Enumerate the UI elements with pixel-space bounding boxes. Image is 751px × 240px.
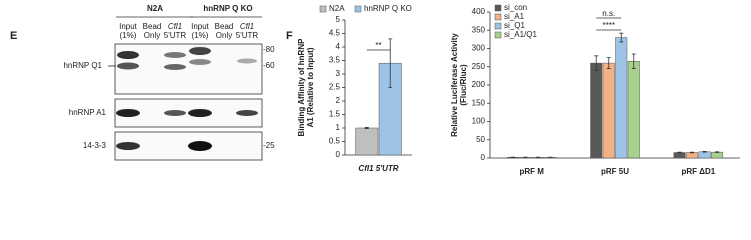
error-bar <box>631 53 636 69</box>
y-tick-label: 200 <box>472 80 486 89</box>
legend-swatch <box>494 22 502 30</box>
y-tick-label: 3 <box>336 69 341 78</box>
error-bar <box>388 38 393 88</box>
legend-swatch <box>494 4 502 12</box>
legend-label: si_Q1 <box>504 21 525 30</box>
y-axis-label: (Fluc/Rluc) <box>459 64 468 106</box>
y-tick-label: 100 <box>472 117 486 126</box>
bar <box>698 151 711 159</box>
y-axis-label: A1 (Relative to Input) <box>306 47 315 127</box>
significance-label: n.s. <box>602 9 615 18</box>
bar <box>590 62 603 159</box>
x-tick-label: pRF M <box>519 167 544 176</box>
legend-swatch <box>354 5 362 13</box>
x-tick-label: pRF ΔD1 <box>681 167 715 176</box>
row-label: hnRNP Q1 <box>63 61 102 70</box>
lane-label: Only <box>216 31 232 40</box>
y-tick-label: 4 <box>336 42 341 51</box>
bar <box>602 62 615 159</box>
legend-label: hnRNP Q KO <box>364 4 412 13</box>
lane-label: Cfl1 <box>240 22 254 31</box>
y-tick-label: 2.5 <box>329 83 341 92</box>
size-marker: -25 <box>263 141 275 150</box>
error-bar <box>619 32 624 43</box>
error-bar <box>594 55 599 71</box>
y-tick-label: 0 <box>336 150 341 159</box>
size-marker: -60 <box>263 61 275 70</box>
lane-label: Bead <box>143 22 162 31</box>
bar <box>627 61 640 159</box>
row-label: 14-3-3 <box>83 141 107 150</box>
group-label: hnRNP Q KO <box>203 4 252 13</box>
blot-images <box>108 43 263 161</box>
significance-label: ** <box>375 41 381 50</box>
legend-label: si_con <box>504 3 527 12</box>
bar <box>673 152 686 159</box>
panel-label: F <box>286 30 293 42</box>
y-tick-label: 50 <box>476 135 485 144</box>
y-tick-label: 3.5 <box>329 56 341 65</box>
legend-swatch <box>494 31 502 39</box>
x-tick-label: Cfl1 5'UTR <box>358 164 398 173</box>
bar <box>686 152 699 159</box>
bar <box>355 127 379 156</box>
y-axis-label: Relative Luciferase Activity <box>450 33 459 137</box>
lane-label: 5'UTR <box>236 31 259 40</box>
y-tick-label: 350 <box>472 25 486 34</box>
group-label: N2A <box>147 4 163 13</box>
x-tick-label: pRF 5U <box>601 167 629 176</box>
lane-label: Input <box>119 22 138 31</box>
y-tick-label: 5 <box>336 15 341 24</box>
lane-label: Only <box>144 31 160 40</box>
y-tick-label: 1 <box>336 123 341 132</box>
error-bar <box>702 151 707 153</box>
lane-label: Bead <box>215 22 234 31</box>
error-bar <box>715 151 720 153</box>
error-bar <box>606 57 611 69</box>
y-tick-label: 0.5 <box>329 137 341 146</box>
error-bar <box>677 151 682 154</box>
lane-label: (1%) <box>120 31 137 40</box>
lane-label: Cfl1 <box>168 22 182 31</box>
size-marker: -80 <box>263 45 275 54</box>
legend-swatch <box>319 5 327 13</box>
y-tick-label: 0 <box>481 153 486 162</box>
row-label: hnRNP A1 <box>69 108 107 117</box>
legend-label: si_A1/Q1 <box>504 30 537 39</box>
legend-label: si_A1 <box>504 12 525 21</box>
y-tick-label: 300 <box>472 44 486 53</box>
legend-label: N2A <box>329 4 345 13</box>
figure: E N2A hnRNP Q KO Input(1%)BeadOnlyCfl15'… <box>10 3 740 176</box>
panel-label: E <box>10 30 17 42</box>
significance-label: **** <box>603 21 615 30</box>
y-tick-label: 1.5 <box>329 110 341 119</box>
y-tick-label: 400 <box>472 7 486 16</box>
lane-label: (1%) <box>192 31 209 40</box>
bar <box>615 37 628 159</box>
lane-label: 5'UTR <box>164 31 187 40</box>
bar <box>711 151 724 159</box>
y-tick-label: 250 <box>472 62 486 71</box>
y-axis-label: Binding Affinity of hnRNP <box>297 38 306 137</box>
error-bar <box>364 127 369 129</box>
lane-label: Input <box>191 22 210 31</box>
legend-swatch <box>494 13 502 21</box>
y-tick-label: 150 <box>472 98 486 107</box>
y-tick-label: 2 <box>336 96 341 105</box>
error-bar <box>690 151 695 154</box>
y-tick-label: 4.5 <box>329 29 341 38</box>
